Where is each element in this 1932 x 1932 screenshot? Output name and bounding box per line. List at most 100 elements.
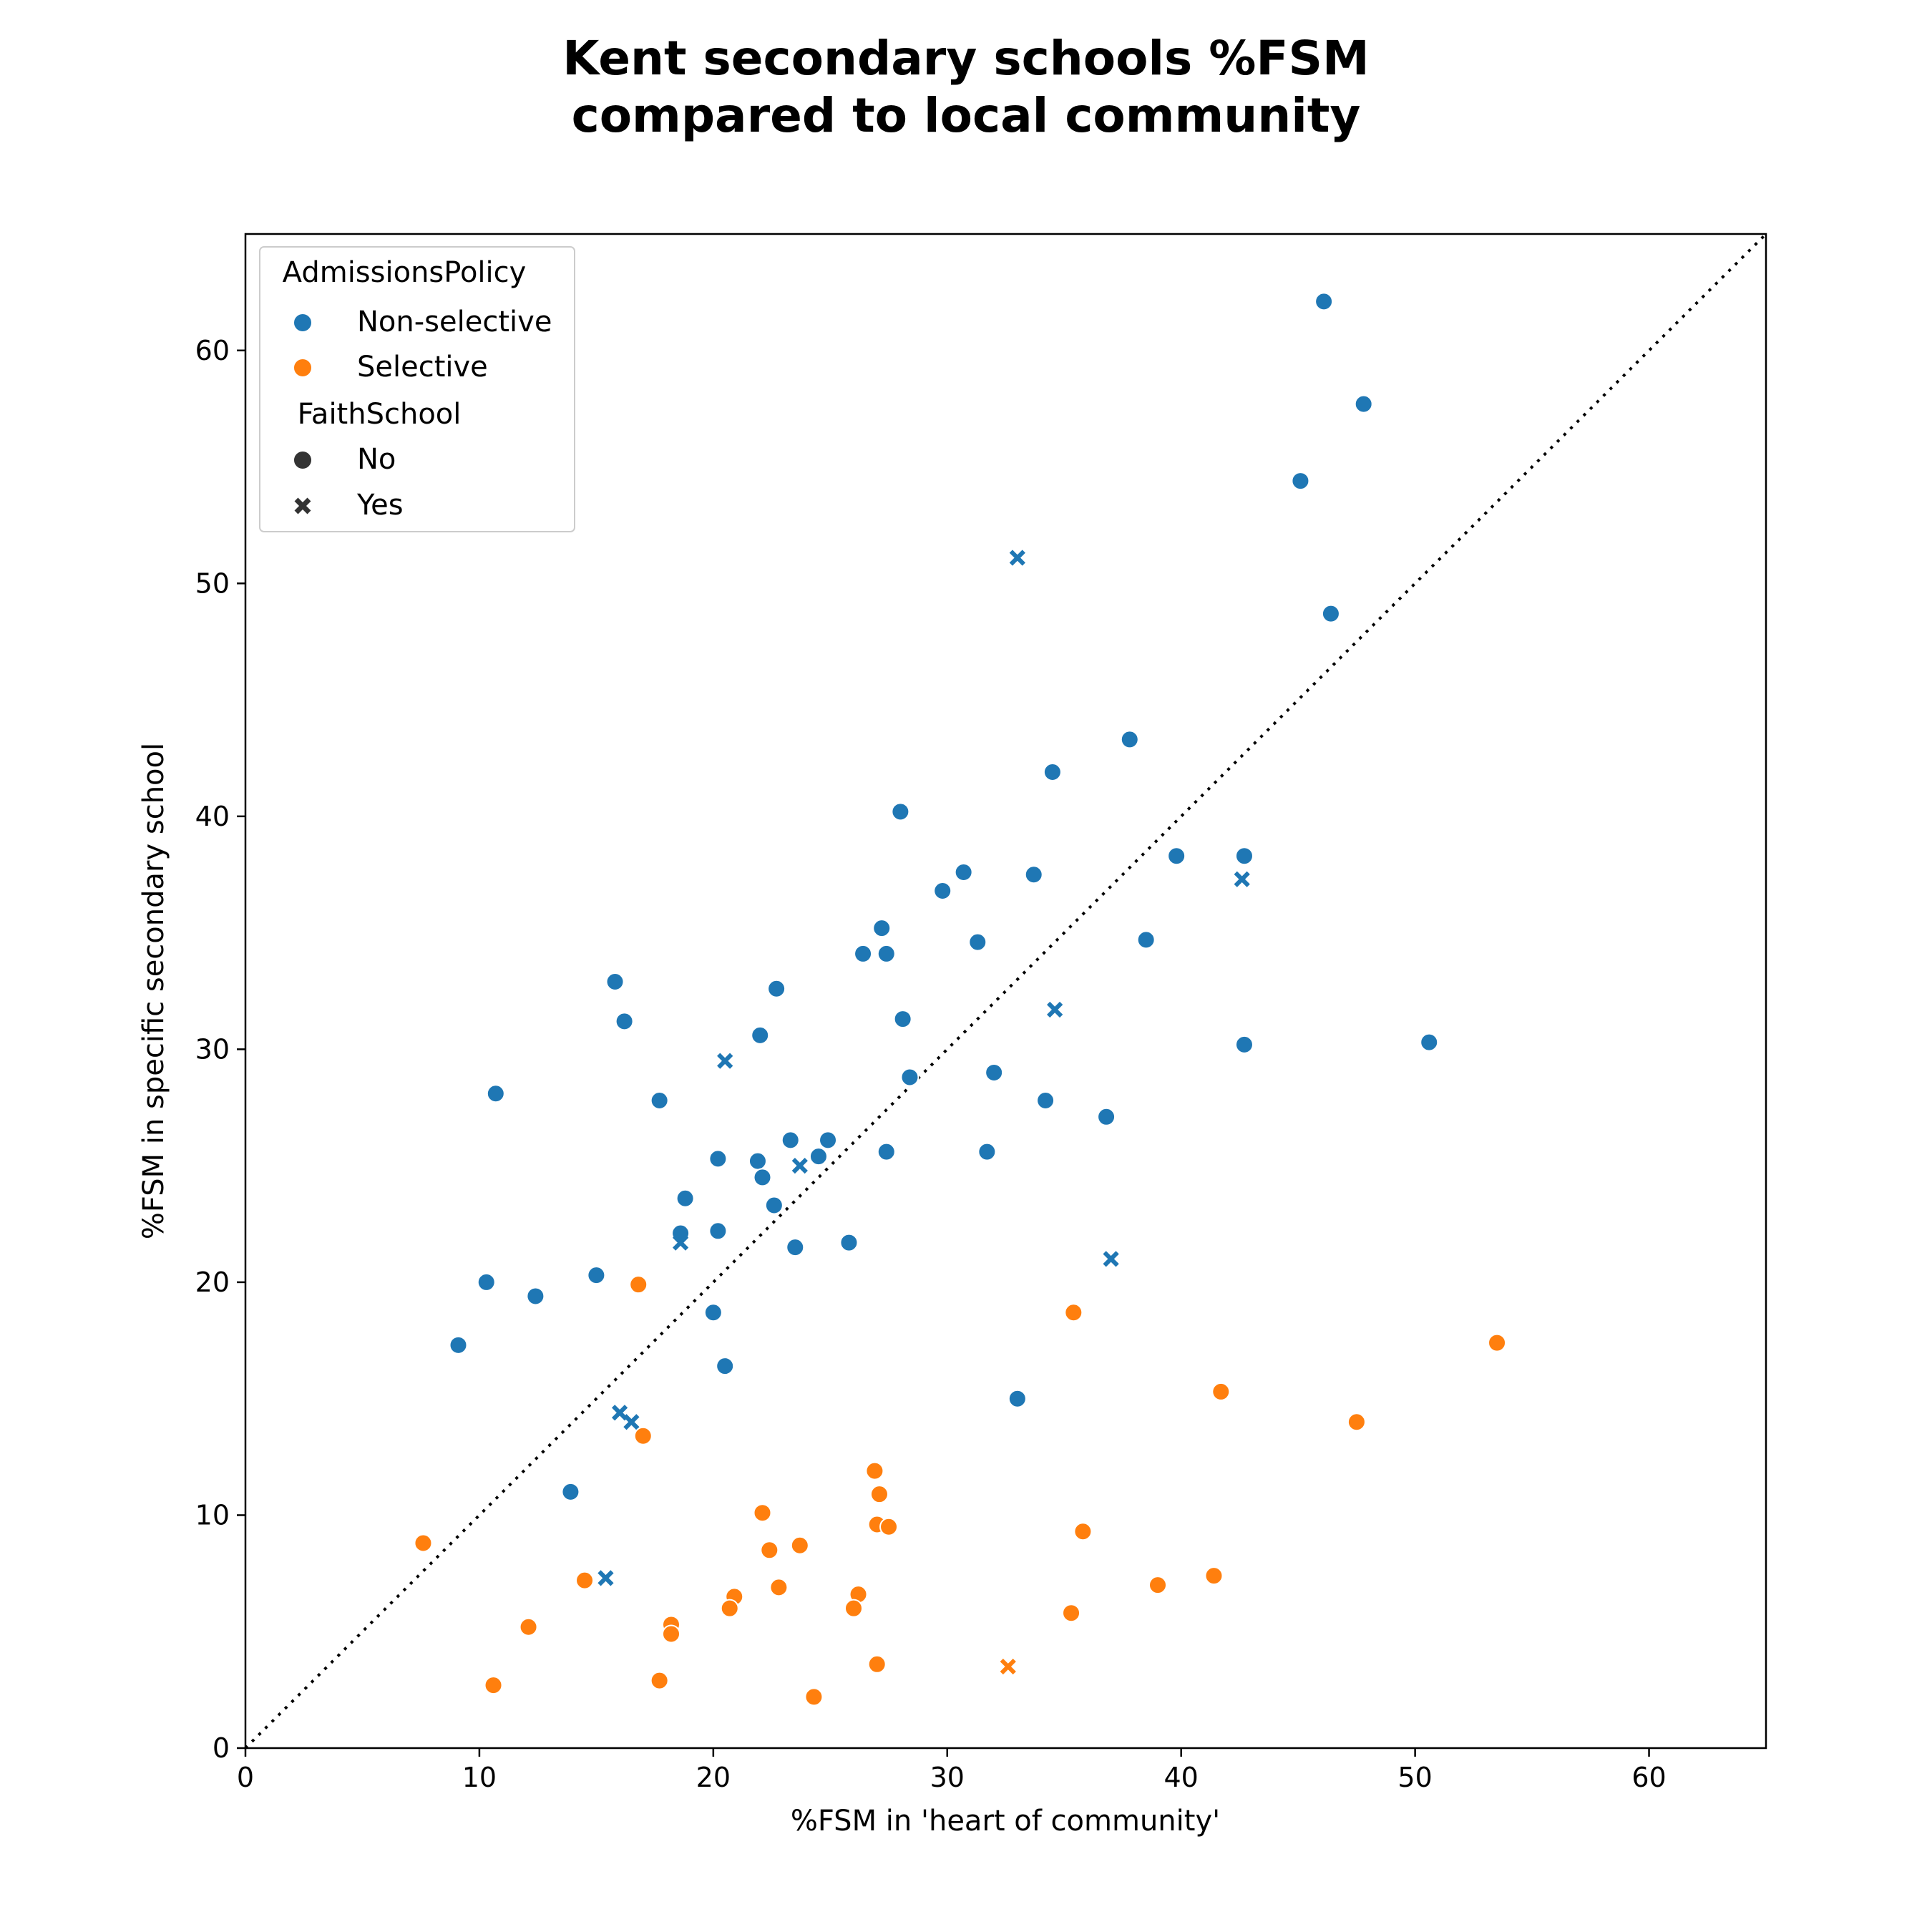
non-selective-nonfaith-point	[854, 944, 873, 963]
non-selective-nonfaith-point	[753, 1168, 772, 1187]
non-selective-nonfaith-point	[977, 1142, 997, 1161]
non-selective-faith-point	[623, 1414, 640, 1430]
selective-nonfaith-point	[753, 1503, 772, 1523]
x-tick-label: 30	[930, 1762, 965, 1793]
legend-frame	[259, 246, 575, 532]
non-selective-faith-point	[791, 1158, 808, 1174]
non-selective-nonfaith-point	[708, 1221, 728, 1241]
y-tick-label: 30	[195, 1033, 230, 1065]
tick-marks	[237, 349, 1650, 1757]
non-selective-nonfaith-point	[839, 1233, 859, 1252]
legend-hue-title: AdmissionsPolicy	[283, 256, 527, 289]
selective-nonfaith-point	[633, 1426, 653, 1445]
y-tick-label: 60	[195, 335, 230, 366]
non-selective-nonfaith-point	[985, 1063, 1004, 1082]
non-selective-nonfaith-point	[781, 1131, 800, 1150]
non-selective-nonfaith-point	[809, 1147, 828, 1166]
non-selective-nonfaith-point	[561, 1482, 580, 1501]
selective-nonfaith-point	[867, 1654, 887, 1674]
non-selective-nonfaith-point	[900, 1068, 919, 1087]
selective-nonfaith-point	[1062, 1604, 1081, 1623]
non-selective-nonfaith-point	[877, 944, 896, 963]
identity-reference-line	[244, 233, 1767, 1750]
legend-label-faith-no: No	[357, 443, 396, 476]
non-selective-nonfaith-point	[716, 1357, 735, 1376]
selective-nonfaith-point	[629, 1275, 648, 1294]
selective-nonfaith-point	[1211, 1382, 1231, 1401]
selective-nonfaith-point	[790, 1536, 809, 1555]
non-selective-nonfaith-point	[764, 1196, 784, 1215]
legend-label-non-selective: Non-selective	[357, 306, 552, 338]
non-selective-nonfaith-point	[1291, 472, 1310, 491]
selective-nonfaith-point	[662, 1624, 680, 1644]
legend-style-title: FaithSchool	[298, 398, 462, 431]
selective-nonfaith-point	[879, 1517, 899, 1536]
non-selective-nonfaith-point	[615, 1012, 634, 1031]
selective-nonfaith-point	[869, 1485, 889, 1504]
non-selective-nonfaith-point	[877, 1142, 896, 1161]
selective-nonfaith-point	[1064, 1303, 1083, 1322]
selective-nonfaith-point	[650, 1671, 669, 1690]
non-selective-nonfaith-point	[786, 1238, 805, 1257]
non-selective-nonfaith-point	[1043, 762, 1062, 781]
plot-area-frame	[244, 233, 1767, 1750]
selective-nonfaith-point	[414, 1533, 433, 1553]
non-selective-nonfaith-point	[1036, 1091, 1055, 1111]
x-axis-label: %FSM in 'heart of community'	[791, 1805, 1220, 1838]
y-tick-label: 50	[195, 567, 230, 599]
non-selective-nonfaith-point	[1420, 1033, 1439, 1052]
non-selective-nonfaith-point	[587, 1266, 606, 1285]
legend-marker-faith-yes	[294, 497, 311, 514]
selective-nonfaith-point	[1488, 1333, 1507, 1352]
selective-nonfaith-point	[720, 1599, 739, 1618]
non-selective-nonfaith-point	[1136, 930, 1156, 950]
non-selective-nonfaith-point	[703, 1303, 723, 1322]
non-selective-nonfaith-point	[708, 1149, 728, 1169]
non-selective-nonfaith-point	[751, 1025, 770, 1045]
selective-nonfaith-point	[865, 1461, 884, 1480]
x-tick-label: 20	[696, 1762, 731, 1793]
y-tick-label: 10	[195, 1499, 230, 1531]
legend-label-selective: Selective	[357, 351, 488, 384]
legend-marker-non-selective	[293, 313, 313, 333]
y-tick-label: 0	[213, 1732, 230, 1764]
non-selective-nonfaith-point	[1314, 292, 1334, 311]
legend: AdmissionsPolicy Non-selective Selective…	[259, 246, 575, 532]
non-selective-nonfaith-point	[968, 932, 987, 952]
non-selective-nonfaith-point	[1234, 847, 1254, 866]
non-selective-faith-point	[597, 1570, 614, 1586]
x-tick-label: 10	[462, 1762, 497, 1793]
non-selective-nonfaith-point	[1120, 730, 1139, 749]
x-tick-labels: 0 10 20 30 40 50 60	[237, 1762, 1667, 1793]
non-selective-faith-point	[1047, 1001, 1063, 1018]
selective-nonfaith-point	[769, 1578, 789, 1597]
non-selective-nonfaith-point	[872, 919, 892, 938]
non-selective-faith-point	[1103, 1251, 1119, 1267]
selective-nonfaith-point	[1148, 1576, 1167, 1595]
non-selective-nonfaith-point	[893, 1010, 912, 1029]
selective-nonfaith-point	[484, 1676, 503, 1695]
selective-nonfaith-point	[844, 1599, 863, 1618]
x-tick-label: 40	[1164, 1762, 1199, 1793]
non-selective-faith-point	[672, 1234, 689, 1251]
selective-nonfaith-point	[1204, 1566, 1224, 1586]
non-selective-nonfaith-point	[526, 1287, 545, 1306]
selective-nonfaith-point	[1347, 1413, 1366, 1432]
x-tick-label: 0	[237, 1762, 254, 1793]
selective-nonfaith-point	[575, 1571, 595, 1590]
chart-title-line-2: compared to local community	[572, 88, 1361, 143]
non-selective-faith-point	[717, 1053, 733, 1069]
x-tick-label: 60	[1631, 1762, 1666, 1793]
non-selective-nonfaith-point	[954, 862, 973, 882]
non-selective-nonfaith-point	[1321, 604, 1340, 623]
non-selective-nonfaith-point	[675, 1189, 695, 1208]
non-selective-nonfaith-point	[486, 1084, 505, 1103]
y-tick-label: 20	[195, 1267, 230, 1298]
selective-nonfaith-point	[1073, 1522, 1093, 1541]
non-selective-nonfaith-point	[819, 1131, 838, 1150]
non-selective-nonfaith-point	[449, 1335, 468, 1355]
selective-faith-point	[1000, 1658, 1016, 1675]
y-tick-label: 40	[195, 801, 230, 832]
chart-title-line-1: Kent secondary schools %FSM	[562, 31, 1369, 86]
